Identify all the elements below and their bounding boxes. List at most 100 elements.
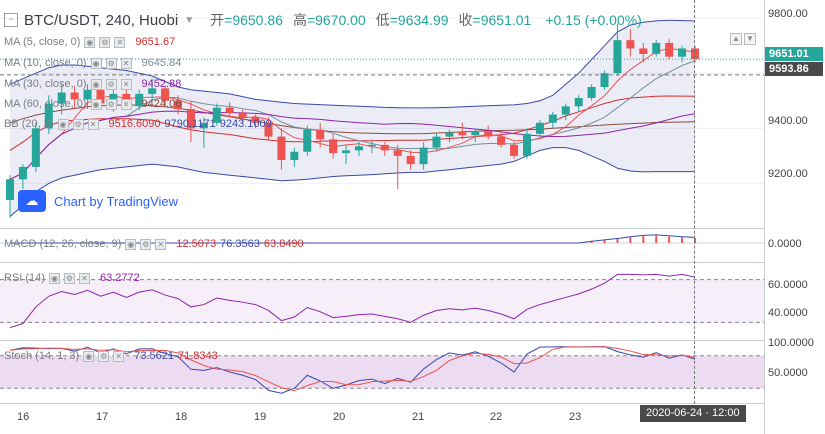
macd-histogram-bar — [681, 237, 684, 243]
indicator-label: MA (10, close, 0) — [4, 57, 87, 69]
open-value: =9650.86 — [224, 12, 283, 28]
pane-divider[interactable] — [0, 340, 764, 341]
close-icon[interactable]: ✕ — [120, 78, 132, 90]
macd-histogram-bar — [642, 236, 645, 243]
rsi-line — [9, 273, 696, 329]
stoch-tick: 100.0000 — [768, 337, 814, 349]
rsi-band — [0, 279, 764, 323]
candle-body — [5, 179, 15, 200]
rsi-pane[interactable] — [0, 263, 764, 339]
indicator-ma30[interactable]: MA (30, close, 0) ◉ ⚙ ✕ 9452.88 — [4, 78, 181, 90]
eye-icon[interactable]: ◉ — [83, 350, 95, 362]
indicator-rsi[interactable]: RSI (14) ◉ ⚙ ✕ 63.2772 — [4, 272, 140, 284]
eye-icon[interactable]: ◉ — [90, 98, 102, 110]
settings-icon[interactable]: ⚙ — [140, 238, 152, 250]
candle-body — [290, 151, 299, 161]
settings-icon[interactable]: ⚙ — [105, 57, 117, 69]
settings-icon[interactable]: ⚙ — [98, 350, 110, 362]
candle-body — [18, 166, 27, 180]
candle-body — [600, 73, 609, 88]
candle-body — [57, 92, 66, 104]
settings-icon[interactable]: ⚙ — [99, 36, 111, 48]
candle-body — [497, 136, 506, 145]
settings-icon[interactable]: ⚙ — [72, 118, 84, 130]
candle-body — [690, 48, 700, 60]
move-up-icon[interactable]: ▲ — [730, 33, 742, 45]
high-label: 高 — [292, 12, 307, 28]
candle-body — [458, 132, 467, 136]
symbol-title[interactable]: BTC/USDT, 240, Huobi — [24, 11, 179, 29]
candle-body — [535, 122, 544, 134]
time-label: 19 — [254, 411, 267, 423]
settings-icon[interactable]: ⚙ — [63, 272, 75, 284]
symbol-dropdown-icon[interactable]: ▼ — [184, 14, 195, 26]
open-label: 开 — [210, 12, 225, 28]
indicator-macd[interactable]: MACD (12, 26, close, 9) ◉ ⚙ ✕ 12.5073 76.3… — [4, 238, 304, 250]
eye-icon[interactable]: ◉ — [84, 36, 96, 48]
indicator-value: 9243.1009 — [219, 118, 272, 130]
time-axis-border — [0, 403, 764, 404]
collapse-icon[interactable]: − — [4, 13, 18, 27]
indicator-ma10[interactable]: MA (10, close, 0) ◉ ⚙ ✕ 9645.84 — [4, 57, 181, 69]
candle-body — [471, 131, 480, 136]
candle-body — [561, 106, 570, 115]
close-icon[interactable]: ✕ — [120, 57, 132, 69]
close-icon[interactable]: ✕ — [87, 118, 99, 130]
candle-body — [251, 117, 260, 123]
candle-body — [432, 136, 441, 148]
candle-body — [613, 40, 622, 74]
indicator-label: MA (5, close, 0) — [4, 36, 81, 48]
stoch-pane[interactable] — [0, 341, 764, 403]
indicator-ma5[interactable]: MA (5, close, 0) ◉ ⚙ ✕ 9651.67 — [4, 36, 175, 48]
indicator-value: 12.5073 — [176, 238, 217, 250]
tradingview-watermark[interactable]: ☁ Chart by TradingView — [18, 190, 178, 212]
indicator-value: 63.8490 — [263, 238, 304, 250]
candle-body — [548, 114, 557, 123]
eye-icon[interactable]: ◉ — [48, 272, 60, 284]
macd-histogram-bar — [590, 241, 593, 243]
time-label: 18 — [175, 411, 188, 423]
time-label: 16 — [17, 411, 30, 423]
settings-icon[interactable]: ⚙ — [105, 98, 117, 110]
crosshair-time-tag: 2020-06-24 · 12:00 — [640, 405, 746, 422]
settings-icon[interactable]: ⚙ — [105, 78, 117, 90]
bollinger-upper — [9, 19, 696, 109]
pane-divider[interactable] — [0, 262, 764, 263]
candle-body — [522, 133, 531, 156]
eye-icon[interactable]: ◉ — [90, 57, 102, 69]
eye-icon[interactable]: ◉ — [90, 78, 102, 90]
indicator-label: BB (20, 2) — [4, 118, 54, 130]
chart-header: − BTC/USDT, 240, Huobi ▼ 开 =9650.86 高 =967… — [4, 10, 642, 30]
eye-icon[interactable]: ◉ — [57, 118, 69, 130]
indicator-bb[interactable]: BB (20, 2) ◉ ⚙ ✕ 9516.6090 9790.1171 9243.… — [4, 118, 272, 130]
move-down-icon[interactable]: ▼ — [744, 33, 756, 45]
indicator-value: 63.2772 — [99, 272, 140, 284]
candle-body — [199, 122, 208, 129]
time-label: 22 — [490, 411, 503, 423]
indicator-label: Stoch (14, 1, 3) — [4, 350, 80, 362]
macd-histogram-bar — [694, 237, 696, 243]
candle-body — [148, 88, 157, 94]
candle-body — [406, 155, 415, 165]
candle-body — [161, 88, 170, 101]
close-icon[interactable]: ✕ — [120, 98, 132, 110]
eye-icon[interactable]: ◉ — [125, 238, 137, 250]
close-icon[interactable]: ✕ — [78, 272, 90, 284]
price-tick: 9200.00 — [768, 168, 808, 180]
candle-body — [393, 150, 402, 156]
close-icon[interactable]: ✕ — [114, 36, 126, 48]
close-icon[interactable]: ✕ — [155, 238, 167, 250]
bollinger-basis — [9, 95, 696, 151]
indicator-ma60[interactable]: MA (60, close, 0) ◉ ⚙ ✕ 9424.06 — [4, 98, 181, 110]
candle-body — [83, 89, 92, 100]
crosshair-price-tag: 9593.86 — [765, 62, 823, 76]
pane-divider[interactable] — [0, 228, 764, 229]
close-icon[interactable]: ✕ — [113, 350, 125, 362]
candle-body — [44, 103, 53, 129]
candle-body — [484, 131, 493, 137]
indicator-stoch[interactable]: Stoch (14, 1, 3) ◉ ⚙ ✕ 73.5621 71.8343 — [4, 350, 218, 362]
indicator-value: 9452.88 — [141, 78, 182, 90]
rsi-tick: 40.0000 — [768, 307, 808, 319]
candle-body — [212, 107, 221, 123]
candle-body — [510, 144, 519, 156]
